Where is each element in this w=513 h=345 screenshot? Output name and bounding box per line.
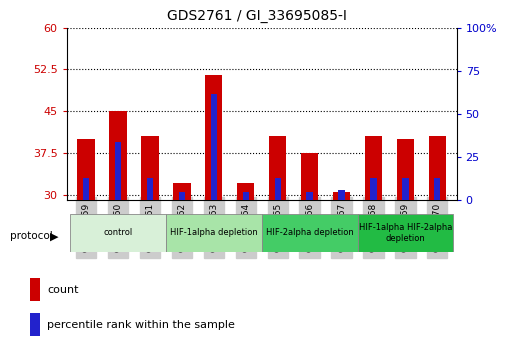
Bar xyxy=(30,278,40,301)
Bar xyxy=(269,136,286,200)
Bar xyxy=(365,136,382,200)
Bar xyxy=(147,178,153,200)
Bar xyxy=(166,214,262,252)
Text: control: control xyxy=(103,228,132,237)
Bar xyxy=(428,136,446,200)
Bar xyxy=(141,136,159,200)
Bar xyxy=(211,95,217,200)
Bar xyxy=(83,178,89,200)
Text: HIF-1alpha HIF-2alpha
depletion: HIF-1alpha HIF-2alpha depletion xyxy=(359,223,452,243)
Bar xyxy=(70,214,166,252)
Bar xyxy=(339,190,345,200)
Text: protocol: protocol xyxy=(10,231,53,241)
Bar xyxy=(243,192,249,200)
Text: HIF-1alpha depletion: HIF-1alpha depletion xyxy=(170,228,258,237)
Bar xyxy=(115,142,121,200)
Bar xyxy=(435,178,441,200)
Bar xyxy=(77,139,95,200)
Bar xyxy=(397,139,414,200)
Bar xyxy=(262,214,358,252)
Bar xyxy=(179,192,185,200)
Bar xyxy=(402,178,408,200)
Bar xyxy=(173,184,190,200)
Text: GDS2761 / GI_33695085-I: GDS2761 / GI_33695085-I xyxy=(167,9,346,23)
Bar xyxy=(205,75,223,200)
Text: count: count xyxy=(47,285,78,295)
Bar xyxy=(30,313,40,336)
Bar xyxy=(358,214,453,252)
Bar xyxy=(109,111,127,200)
Bar xyxy=(306,192,312,200)
Bar xyxy=(333,192,350,200)
Bar xyxy=(237,184,254,200)
Text: percentile rank within the sample: percentile rank within the sample xyxy=(47,319,235,329)
Text: HIF-2alpha depletion: HIF-2alpha depletion xyxy=(266,228,353,237)
Text: ▶: ▶ xyxy=(50,231,59,241)
Bar xyxy=(301,153,319,200)
Bar xyxy=(274,178,281,200)
Bar xyxy=(370,178,377,200)
